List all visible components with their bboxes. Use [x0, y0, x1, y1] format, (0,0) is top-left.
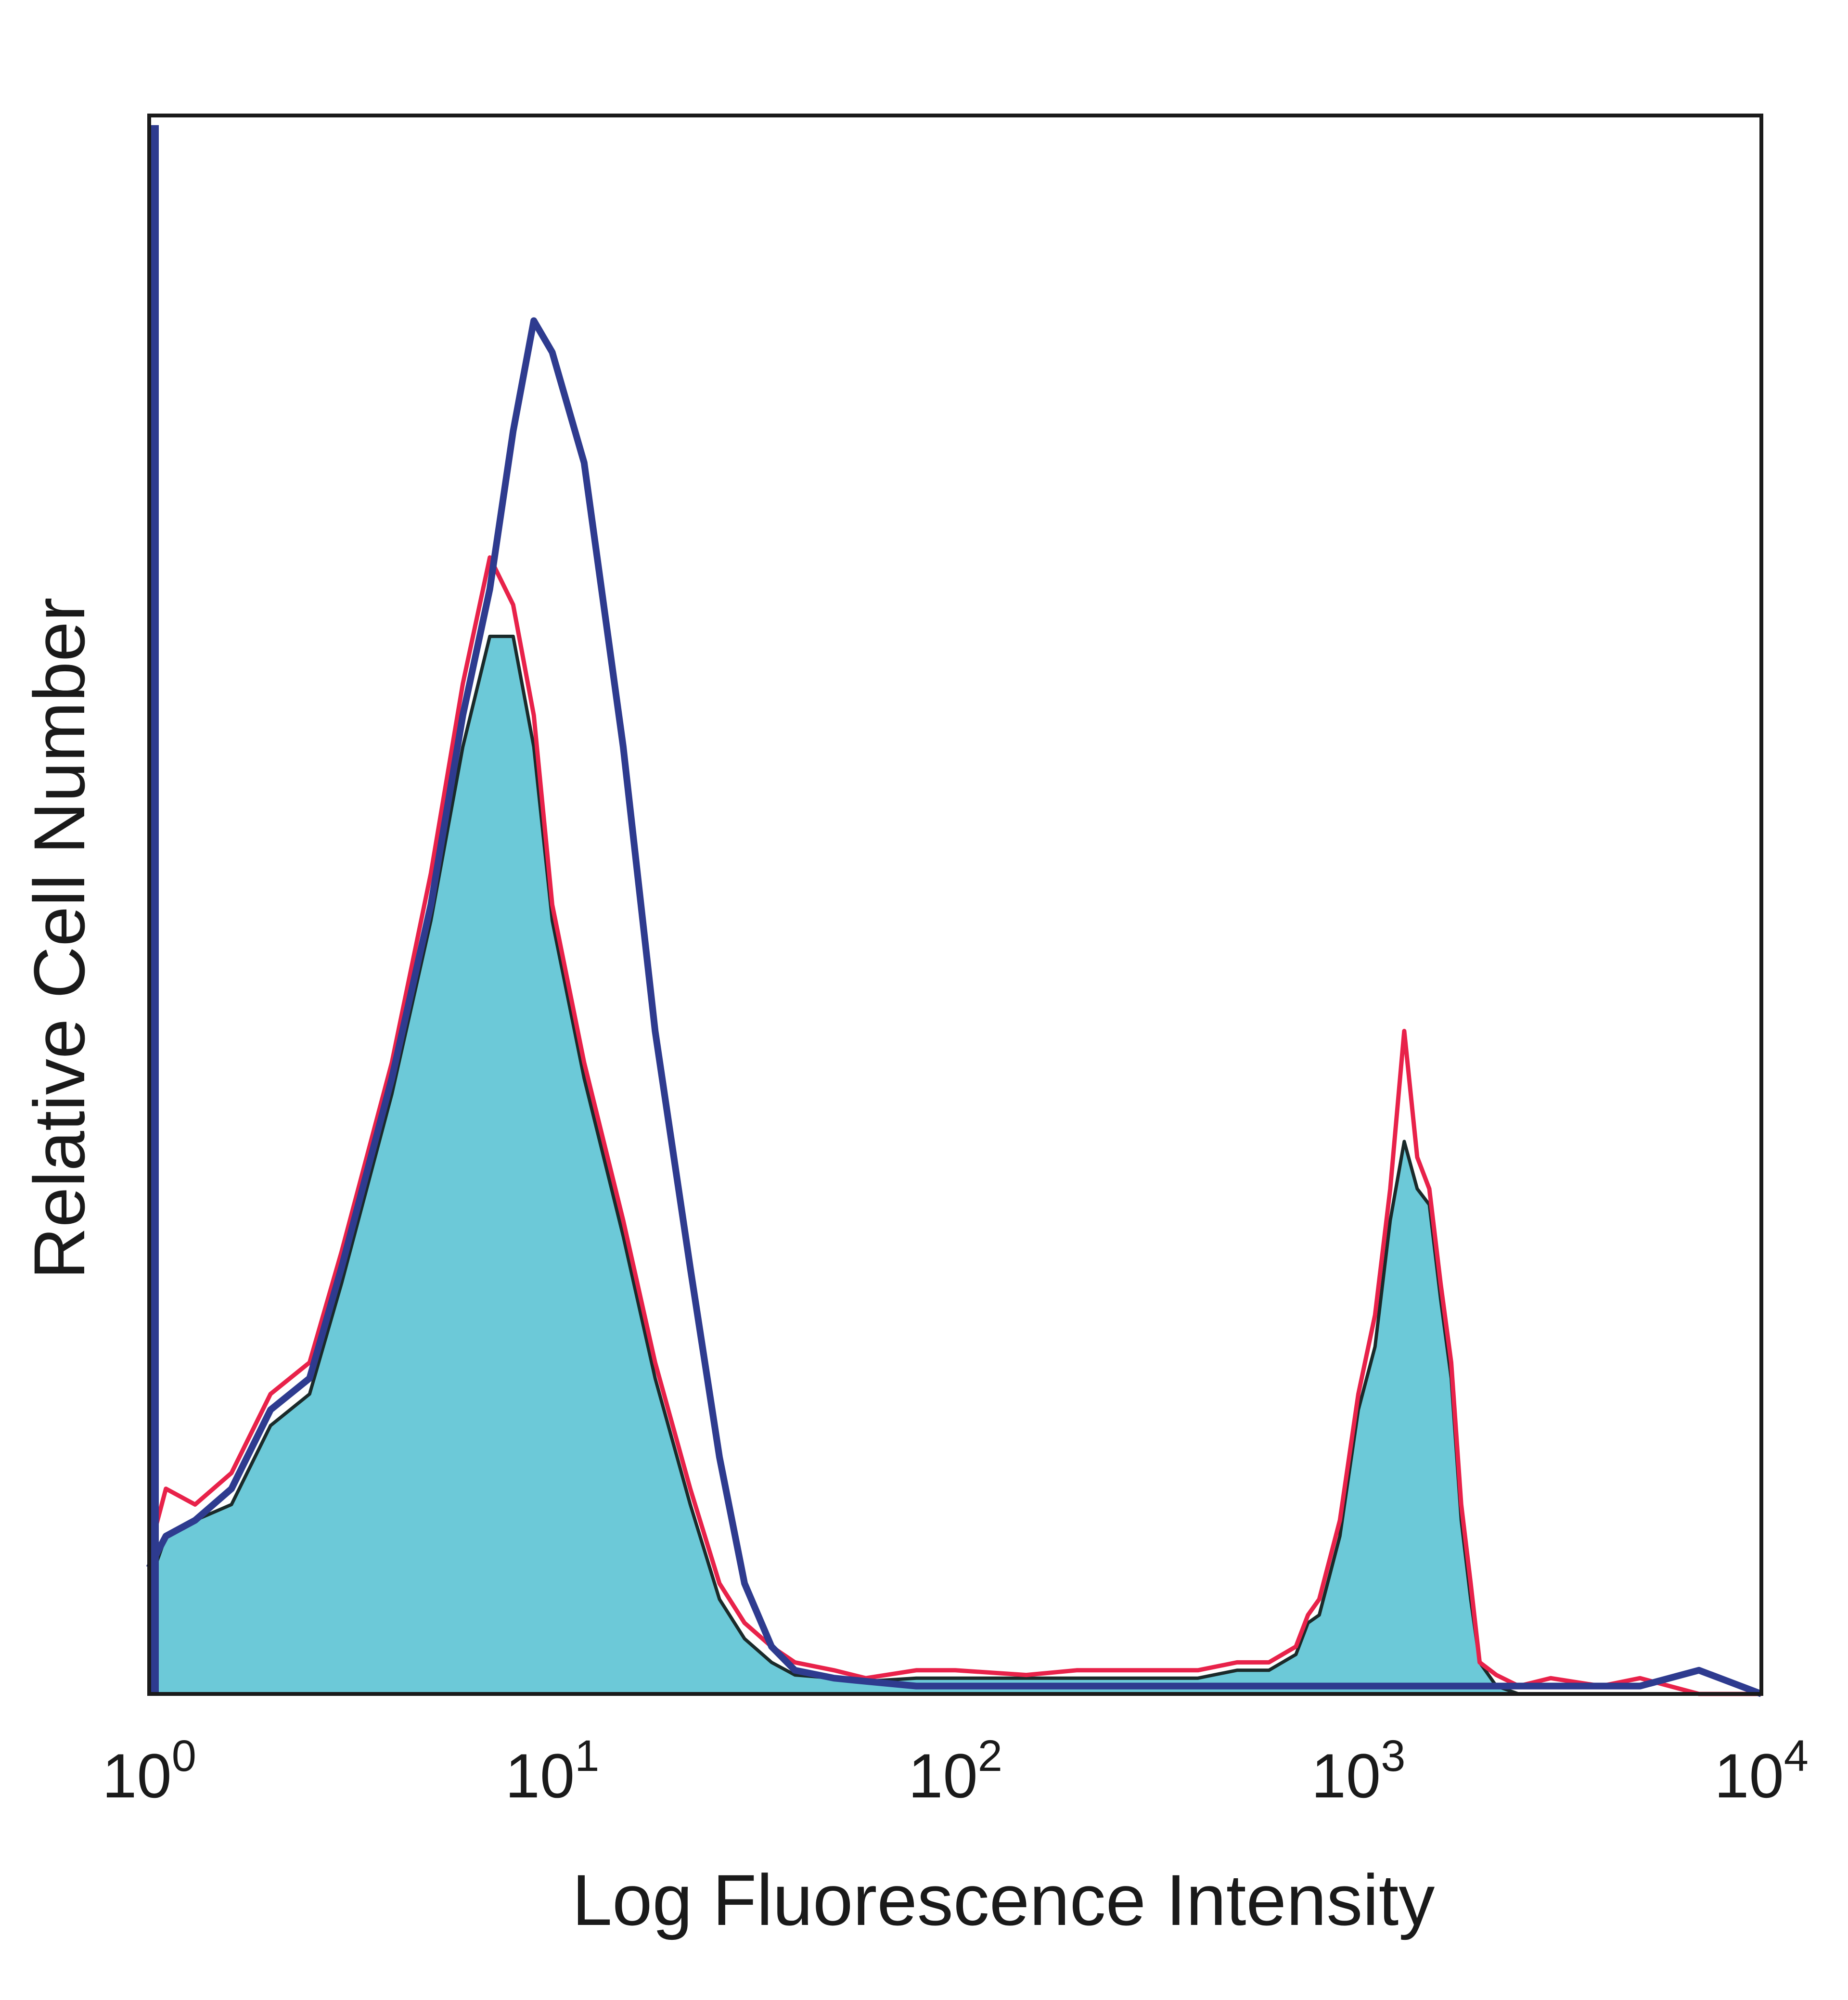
y-axis-title: Relative Cell Number	[19, 597, 100, 1279]
x-tick-label: 104	[1714, 1731, 1809, 1811]
x-tick-base: 10	[505, 1741, 575, 1811]
x-tick-base: 10	[102, 1741, 172, 1811]
x-tick-exponent: 4	[1784, 1731, 1809, 1781]
x-tick-label: 103	[1311, 1731, 1406, 1811]
series-layer	[146, 317, 1763, 1697]
blue-overlay-histogram-line	[146, 317, 1763, 1697]
x-tick-label: 102	[908, 1731, 1002, 1811]
x-tick-label: 101	[505, 1731, 600, 1811]
x-tick-label: 100	[102, 1731, 196, 1811]
x-tick-base: 10	[1714, 1741, 1784, 1811]
x-tick-base: 10	[908, 1741, 978, 1811]
x-tick-exponent: 3	[1381, 1731, 1405, 1781]
plot-frame	[147, 114, 1763, 1696]
red-overlay-histogram-line	[147, 555, 1761, 1696]
x-tick-exponent: 0	[172, 1731, 196, 1781]
x-tick-exponent: 1	[575, 1731, 599, 1781]
filled-histogram-area	[149, 636, 1761, 1694]
x-tick-exponent: 2	[978, 1731, 1002, 1781]
x-tick-labels: 100 101 102 103 104	[102, 1731, 1809, 1811]
x-tick-base: 10	[1311, 1741, 1381, 1811]
x-axis-title: Log Fluorescence Intensity	[572, 1859, 1435, 1940]
